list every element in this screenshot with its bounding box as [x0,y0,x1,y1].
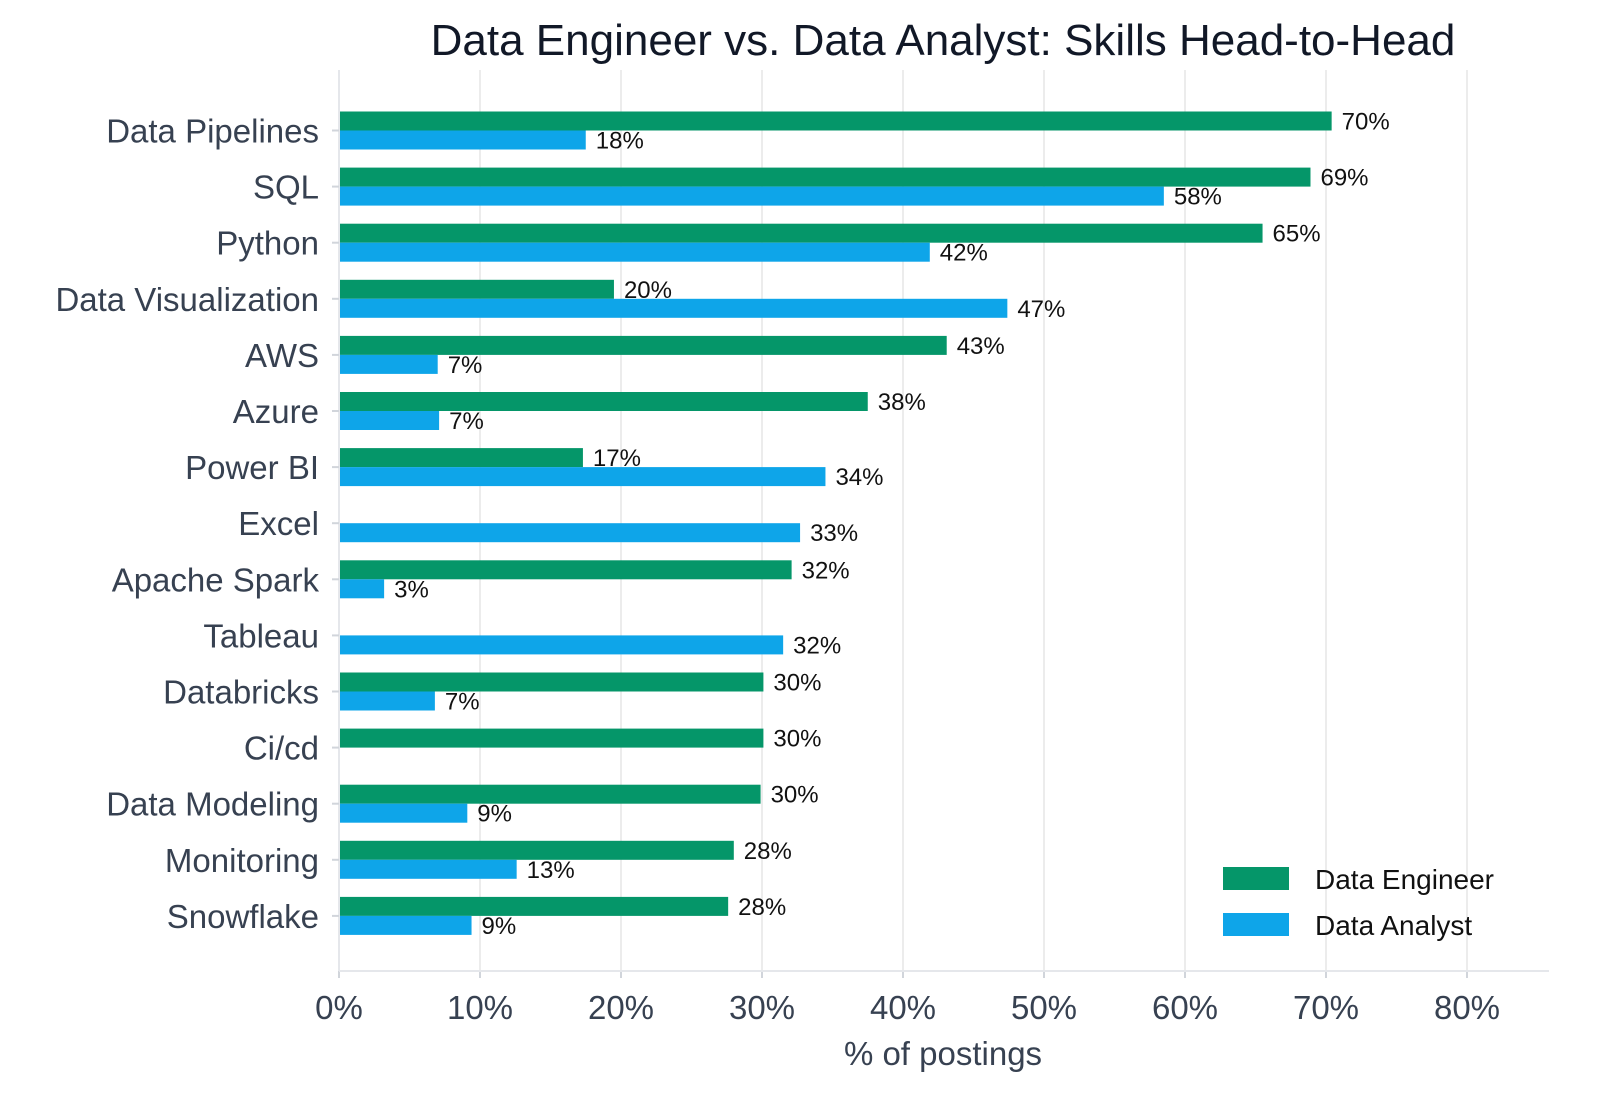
legend-label-data-analyst: Data Analyst [1315,910,1472,941]
data-engineer-value-label: 30% [773,670,821,697]
data-analyst-value-label: 3% [394,576,429,603]
data-analyst-bar [339,186,1164,206]
data-engineer-value-label: 17% [593,445,641,472]
data-engineer-value-label: 28% [738,894,786,921]
data-analyst-bar [339,635,784,655]
legend-swatch-data-analyst [1223,913,1289,936]
legend: Data Engineer Data Analyst [1223,864,1494,941]
data-analyst-bar [339,803,468,823]
category-label: Snowflake [167,898,319,935]
data-analyst-value-label: 47% [1017,296,1065,323]
category-label: Power BI [185,449,319,486]
data-analyst-value-label: 7% [448,352,483,379]
data-engineer-bar [339,392,868,411]
x-tick-label: 40% [870,989,936,1026]
data-engineer-value-label: 38% [878,389,926,416]
data-engineer-bar [339,728,764,748]
data-analyst-value-label: 58% [1174,184,1222,211]
x-tick-label: 60% [1152,989,1218,1026]
x-axis-title: % of postings [844,1035,1042,1072]
grid-lines [338,70,1468,971]
data-analyst-value-label: 42% [940,240,988,267]
x-tick-label: 80% [1434,989,1500,1026]
data-engineer-bar [339,111,1332,131]
data-analyst-value-label: 18% [596,128,644,155]
data-engineer-bar [339,896,729,916]
data-engineer-value-label: 28% [744,838,792,865]
x-tick-label: 50% [1011,989,1077,1026]
category-label: Data Pipelines [106,113,319,150]
value-labels: 70% 18% 69% 58% 65% 42% 20% 47% 43% 7% 38% 7% 17% 34%… [394,109,1390,940]
x-tick-label: 30% [729,989,795,1026]
data-analyst-value-label: 9% [477,801,512,828]
chart-title: Data Engineer vs. Data Analyst: Skills H… [431,16,1456,65]
category-label: Ci/cd [244,730,319,767]
data-analyst-value-label: 34% [835,464,883,491]
data-engineer-bar [339,335,947,355]
category-label: Databricks [163,674,319,711]
data-engineer-value-label: 32% [802,557,850,584]
data-engineer-bar [339,448,583,468]
data-analyst-value-label: 13% [527,857,575,884]
data-analyst-bar [339,298,1008,318]
data-analyst-bar [339,467,826,487]
axes: 0% 10% 20% 30% 40% 50% 60% 70% 80% Data Pipelines… [55,70,1549,1026]
category-label: Azure [233,393,319,430]
data-engineer-value-label: 30% [773,726,821,753]
data-engineer-bar [339,840,734,860]
category-label: Tableau [203,617,319,654]
legend-label-data-engineer: Data Engineer [1315,864,1494,895]
data-engineer-value-label: 70% [1342,109,1390,136]
data-analyst-value-label: 32% [793,632,841,659]
category-label: Apache Spark [112,561,320,598]
data-analyst-bar [339,523,801,543]
data-analyst-value-label: 7% [445,689,480,716]
category-label: SQL [253,169,319,206]
data-engineer-bar [339,672,764,692]
data-engineer-value-label: 65% [1273,221,1321,248]
category-label: AWS [245,337,319,374]
data-analyst-bar [339,130,586,150]
data-engineer-bar [339,279,614,299]
data-analyst-bar [339,242,930,262]
data-analyst-bar [339,859,517,879]
category-label: Data Visualization [55,281,319,318]
x-tick-label: 10% [447,989,513,1026]
category-label: Data Modeling [106,786,319,823]
data-analyst-bar [339,411,440,430]
category-label: Monitoring [165,842,319,879]
data-engineer-value-label: 43% [957,333,1005,360]
data-analyst-bar [339,354,438,374]
data-engineer-bar [339,560,792,580]
legend-swatch-data-engineer [1223,867,1289,890]
x-tick-label: 0% [315,989,363,1026]
data-analyst-bar [339,915,472,935]
data-engineer-value-label: 20% [624,277,672,304]
data-analyst-value-label: 9% [482,913,517,940]
x-tick-label: 20% [588,989,654,1026]
category-label: Python [216,225,319,262]
data-analyst-bar [339,691,435,711]
data-analyst-value-label: 33% [810,520,858,547]
data-engineer-bar [339,223,1263,243]
category-label: Excel [238,505,319,542]
data-analyst-bar [339,579,385,599]
data-engineer-value-label: 69% [1320,165,1368,192]
data-engineer-bar [339,784,761,804]
data-analyst-value-label: 7% [449,408,484,435]
data-engineer-bar [339,167,1311,187]
data-engineer-value-label: 30% [771,782,819,809]
x-tick-label: 70% [1293,989,1359,1026]
bars [339,111,1332,935]
